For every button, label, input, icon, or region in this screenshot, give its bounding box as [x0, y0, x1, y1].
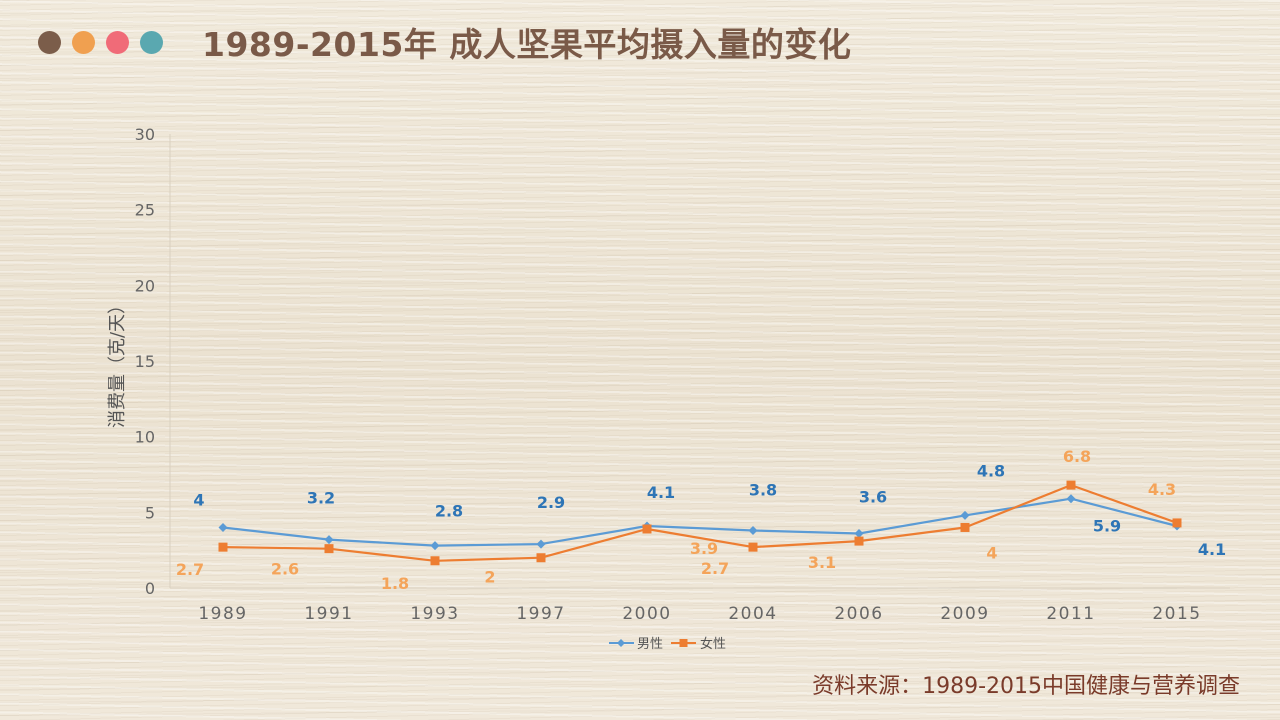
male-data-label: 5.9 [1093, 517, 1121, 536]
female-point [430, 556, 440, 566]
female-data-label: 6.8 [1063, 447, 1091, 466]
female-data-label: 4.3 [1148, 480, 1176, 499]
y-tick-label: 30 [135, 125, 155, 144]
female-point [642, 524, 652, 534]
x-tick-label: 1997 [516, 604, 565, 624]
male-data-label: 3.8 [749, 480, 777, 499]
legend-female-label: 女性 [700, 636, 726, 652]
dot-pink [106, 31, 129, 54]
male-data-label: 4.8 [977, 461, 1005, 480]
x-tick-label: 1993 [410, 604, 459, 624]
y-tick-label: 20 [135, 276, 155, 295]
female-point [324, 544, 334, 554]
male-point [430, 541, 440, 551]
legend-female-marker [679, 639, 688, 647]
female-data-label: 2.7 [701, 559, 729, 578]
y-tick-label: 10 [135, 428, 155, 447]
legend-male-label: 男性 [637, 637, 663, 652]
female-point [748, 542, 758, 552]
male-data-label: 2.8 [435, 502, 463, 521]
page-title: 1989-2015年 成人坚果平均摄入量的变化 [202, 25, 852, 64]
x-tick-label: 1989 [198, 604, 247, 624]
series-line-2 [222, 484, 1178, 562]
legend-male-marker [617, 639, 625, 647]
male-point [218, 522, 228, 532]
y-tick-label: 5 [145, 503, 155, 522]
male-data-label: 3.6 [859, 488, 887, 507]
x-tick-label: 1991 [304, 604, 353, 624]
female-data-label: 2 [484, 568, 495, 587]
male-point [748, 525, 758, 535]
dot-brown [38, 31, 61, 54]
source-note: 资料来源：1989-2015中国健康与营养调查 [812, 674, 1240, 699]
female-data-label: 3.1 [808, 553, 836, 572]
male-data-label: 4.1 [1198, 540, 1226, 559]
x-tick-label: 2000 [622, 604, 671, 624]
male-point [854, 529, 864, 539]
female-point [218, 542, 228, 552]
decorative-dots [38, 31, 163, 54]
x-tick-label: 2004 [728, 604, 777, 624]
female-data-label: 3.9 [690, 539, 718, 558]
line-chart: 0 5 10 15 20 25 30 消费量（克/天） 1989 1991 1993 1997 2000… [107, 125, 1230, 652]
male-data-label: 4.1 [647, 483, 675, 502]
male-point [1066, 494, 1076, 504]
female-point [1172, 518, 1182, 528]
male-data-label: 2.9 [537, 493, 565, 512]
female-data-label: 2.6 [271, 560, 299, 579]
female-data-label: 1.8 [381, 574, 409, 593]
y-tick-label: 25 [135, 201, 155, 220]
dot-teal [140, 31, 163, 54]
male-data-label: 4 [193, 490, 204, 509]
x-tick-label: 2011 [1046, 604, 1095, 624]
female-point [854, 536, 864, 546]
dot-orange [72, 31, 95, 54]
y-tick-label: 0 [145, 579, 155, 598]
male-point [960, 510, 970, 520]
x-tick-label: 2006 [834, 604, 883, 624]
female-data-label: 4 [986, 543, 997, 562]
male-data-label: 3.2 [307, 489, 335, 508]
female-point [960, 522, 970, 532]
x-tick-label: 2009 [940, 604, 989, 624]
female-point [536, 553, 546, 563]
x-tick-label: 2015 [1152, 604, 1201, 624]
female-data-label: 2.7 [176, 560, 204, 579]
y-tick-label: 15 [135, 352, 155, 371]
male-point [324, 535, 334, 545]
y-axis-title: 消费量（克/天） [107, 296, 128, 428]
female-point [1066, 480, 1076, 490]
male-point [536, 539, 546, 549]
